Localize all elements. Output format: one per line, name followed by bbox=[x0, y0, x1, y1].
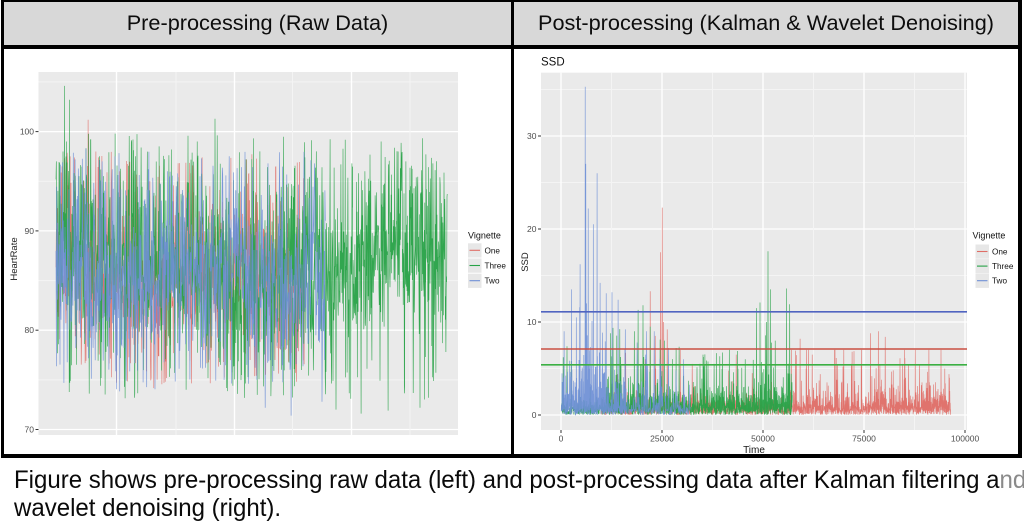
svg-text:20: 20 bbox=[527, 224, 537, 234]
svg-text:50000: 50000 bbox=[751, 434, 775, 444]
svg-text:30: 30 bbox=[527, 131, 537, 141]
svg-text:0: 0 bbox=[559, 434, 564, 444]
svg-text:Three: Three bbox=[485, 262, 507, 271]
svg-text:70: 70 bbox=[25, 425, 35, 435]
svg-text:Two: Two bbox=[485, 277, 500, 286]
svg-text:Three: Three bbox=[992, 262, 1014, 271]
svg-text:0: 0 bbox=[532, 410, 537, 420]
svg-text:SSD: SSD bbox=[520, 252, 531, 272]
svg-text:80: 80 bbox=[25, 325, 35, 335]
svg-text:One: One bbox=[485, 246, 501, 255]
svg-text:One: One bbox=[992, 248, 1008, 257]
svg-text:100000: 100000 bbox=[951, 434, 980, 444]
svg-text:Vignette: Vignette bbox=[973, 231, 1006, 241]
svg-text:10: 10 bbox=[527, 317, 537, 327]
svg-text:90: 90 bbox=[25, 226, 35, 236]
svg-text:25000: 25000 bbox=[650, 434, 674, 444]
svg-text:Vignette: Vignette bbox=[468, 231, 501, 241]
svg-text:Two: Two bbox=[992, 277, 1007, 286]
svg-text:Time: Time bbox=[743, 445, 765, 454]
svg-text:HeartRate: HeartRate bbox=[9, 237, 20, 280]
svg-text:75000: 75000 bbox=[852, 434, 876, 444]
svg-text:100: 100 bbox=[20, 127, 34, 137]
svg-text:SSD: SSD bbox=[541, 57, 565, 69]
